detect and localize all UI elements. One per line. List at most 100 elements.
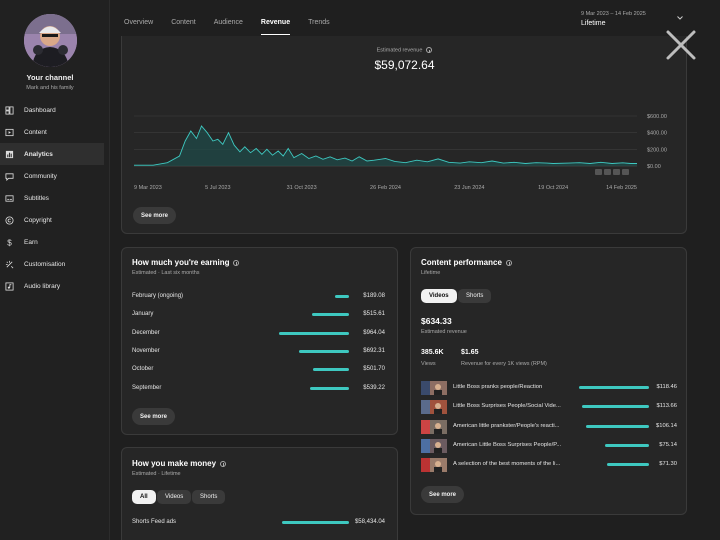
earning-see-more-button[interactable]: See more xyxy=(132,408,176,425)
sidebar-item-label: Earn xyxy=(24,238,38,246)
revenue-area xyxy=(134,126,637,166)
close-icon[interactable] xyxy=(664,28,698,62)
sidebar-item-content[interactable]: Content xyxy=(0,121,104,143)
x-tick-label: 26 Feb 2024 xyxy=(370,185,401,191)
revenue-label: Estimated revenue xyxy=(122,47,687,53)
sidebar-item-community[interactable]: Community xyxy=(0,165,104,187)
period-date-range[interactable]: 9 Mar 2023 – 14 Feb 2025 xyxy=(581,11,646,17)
video-thumbnail[interactable] xyxy=(421,438,447,453)
sidebar-item-label: Copyright xyxy=(24,216,52,224)
period-selector[interactable]: Lifetime xyxy=(581,20,606,27)
sidebar-item-label: Subtitles xyxy=(24,194,49,202)
earning-row-label: October xyxy=(132,366,154,373)
video-thumbnail[interactable] xyxy=(421,400,447,415)
sidebar-item-label: Audio library xyxy=(24,282,61,290)
performance-subtitle: Lifetime xyxy=(421,270,441,276)
video-title[interactable]: A selection of the best moments of the l… xyxy=(453,461,561,468)
top-bar: Overview Content Audience Revenue Trends… xyxy=(111,0,720,40)
video-row[interactable]: Little Boss pranks people/Reaction $118.4… xyxy=(421,381,677,395)
earning-row-label: February (ongoing) xyxy=(132,293,184,299)
earning-row-bar xyxy=(298,349,349,353)
filter-all-pill[interactable]: All xyxy=(132,490,156,504)
video-revenue-value: $71.30 xyxy=(659,461,677,468)
sidebar-item-customisation[interactable]: Customisation xyxy=(0,253,104,275)
earning-card: How much you're earning Estimated · Last… xyxy=(121,247,398,435)
performance-rpm: $1.65 xyxy=(461,349,479,356)
sidebar-item-copyright[interactable]: Copyright xyxy=(0,209,104,231)
channel-avatar[interactable] xyxy=(24,14,77,67)
earning-row-value: $189.08 xyxy=(363,293,385,299)
money-row-value: $58,434.04 xyxy=(354,519,385,525)
money-row-label: Shorts Feed ads xyxy=(132,519,177,525)
sidebar-item-label: Content xyxy=(24,128,47,136)
money-subtitle: Estimated · Lifetime xyxy=(132,471,181,477)
tab-content[interactable]: Content xyxy=(171,19,196,26)
tab-overview[interactable]: Overview xyxy=(124,19,154,26)
earning-row-bar xyxy=(335,295,349,298)
video-row[interactable]: American Little Boss Surprises People/P.… xyxy=(421,438,677,453)
video-revenue-value: $75.14 xyxy=(659,441,677,448)
money-row: Shorts Feed ads $58,434.04 xyxy=(132,518,385,528)
earning-row-value: $964.04 xyxy=(363,329,385,336)
performance-revenue-label: Estimated revenue xyxy=(421,329,467,335)
earning-row-label: November xyxy=(132,347,160,354)
video-row[interactable]: A selection of the best moments of the l… xyxy=(421,458,677,473)
earning-row-value: $515.61 xyxy=(363,311,385,318)
sidebar-item-subtitles[interactable]: Subtitles xyxy=(0,187,104,209)
info-icon[interactable] xyxy=(426,47,433,53)
sidebar-item-audio-library[interactable]: Audio library xyxy=(0,275,104,297)
filter-videos-pill[interactable]: Videos xyxy=(157,490,192,504)
chevron-down-icon[interactable] xyxy=(676,14,684,22)
money-row-bar xyxy=(282,521,349,524)
video-thumbnail[interactable] xyxy=(421,458,447,473)
video-revenue-bar xyxy=(606,463,649,467)
video-revenue-value: $113.66 xyxy=(656,403,677,410)
earning-row: February (ongoing) $189.08 xyxy=(132,292,385,302)
video-revenue-bar xyxy=(581,405,649,409)
video-thumbnail[interactable] xyxy=(421,381,447,395)
x-tick-label: 19 Oct 2024 xyxy=(538,185,568,191)
event-marker-icon[interactable] xyxy=(622,169,629,175)
tab-audience[interactable]: Audience xyxy=(213,19,243,26)
video-title[interactable]: American Little Boss Surprises People/P.… xyxy=(453,441,562,448)
earning-row: January $515.61 xyxy=(132,310,385,320)
sidebar-item-dashboard[interactable]: Dashboard xyxy=(0,99,104,121)
video-title[interactable]: Little Boss Surprises People/Social Vide… xyxy=(453,403,561,410)
earn-icon: $ xyxy=(4,237,14,247)
event-marker-icon[interactable] xyxy=(604,169,611,175)
info-icon[interactable] xyxy=(505,259,512,266)
tab-trends[interactable]: Trends xyxy=(308,19,330,26)
event-marker-icon[interactable] xyxy=(595,169,602,175)
sidebar-item-earn[interactable]: $ Earn xyxy=(0,231,104,253)
y-tick-label: $200.00 xyxy=(647,147,667,153)
y-tick-label: $600.00 xyxy=(647,114,667,120)
event-marker-icon[interactable] xyxy=(613,169,620,175)
video-row[interactable]: American little prankster/People's react… xyxy=(421,419,677,434)
info-icon[interactable] xyxy=(220,460,227,467)
earning-row-value: $539.22 xyxy=(363,384,385,391)
video-thumbnail[interactable] xyxy=(421,419,447,434)
performance-shorts-pill[interactable]: Shorts xyxy=(458,289,492,303)
performance-views: 385.6K xyxy=(421,349,444,356)
subtitles-icon xyxy=(4,193,14,203)
video-row[interactable]: Little Boss Surprises People/Social Vide… xyxy=(421,400,677,415)
sidebar-nav: Dashboard Content Analytics Community Su… xyxy=(0,99,104,297)
performance-views-label: Views xyxy=(421,361,436,367)
video-title[interactable]: Little Boss pranks people/Reaction xyxy=(453,384,543,390)
earning-row-label: January xyxy=(132,311,154,318)
video-title[interactable]: American little prankster/People's react… xyxy=(453,422,560,429)
earning-row-bar xyxy=(311,313,349,317)
sidebar-item-label: Customisation xyxy=(24,260,66,268)
info-icon[interactable] xyxy=(233,259,240,266)
earning-row: December $964.04 xyxy=(132,329,385,339)
community-icon xyxy=(4,171,14,181)
performance-see-more-button[interactable]: See more xyxy=(421,486,465,503)
revenue-see-more-button[interactable]: See more xyxy=(133,207,177,224)
sidebar-item-analytics[interactable]: Analytics xyxy=(0,143,104,165)
performance-videos-pill[interactable]: Videos xyxy=(421,289,457,303)
tab-revenue[interactable]: Revenue xyxy=(260,19,291,35)
x-tick-label: 5 Jul 2023 xyxy=(205,185,230,191)
earning-title: How much you're earning xyxy=(132,258,240,267)
video-revenue-value: $118.46 xyxy=(656,384,677,390)
filter-shorts-pill[interactable]: Shorts xyxy=(192,490,226,504)
